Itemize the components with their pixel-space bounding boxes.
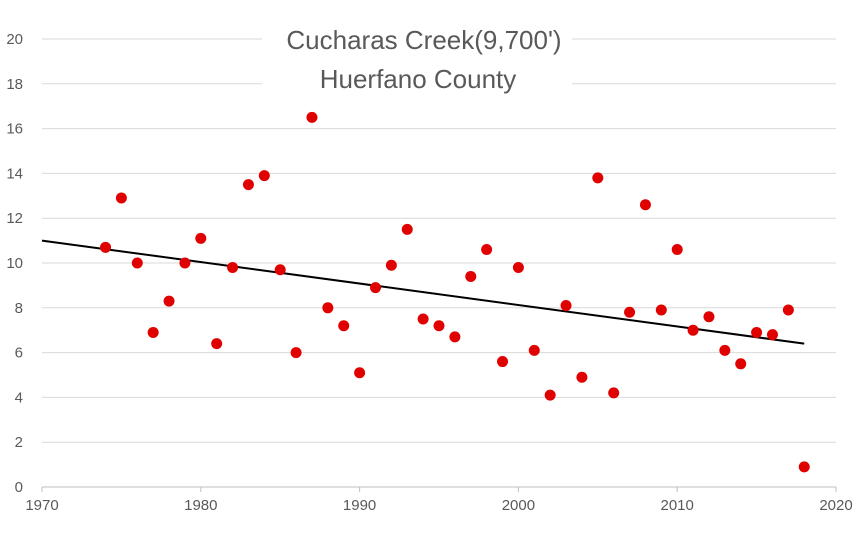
data-point xyxy=(544,389,556,401)
data-point xyxy=(147,326,159,338)
data-point xyxy=(687,324,699,336)
y-tick-label: 2 xyxy=(15,434,23,451)
data-point xyxy=(385,259,397,271)
data-point xyxy=(401,223,413,235)
data-point xyxy=(449,331,461,343)
data-point xyxy=(624,306,636,318)
data-point xyxy=(782,304,794,316)
data-point xyxy=(512,261,524,273)
x-tick-label: 1980 xyxy=(184,497,217,514)
data-point xyxy=(671,244,683,256)
data-point xyxy=(179,257,191,269)
y-tick-label: 20 xyxy=(6,31,23,48)
y-tick-label: 18 xyxy=(6,76,23,93)
data-point xyxy=(592,172,604,184)
data-point xyxy=(798,461,810,473)
data-point xyxy=(163,295,175,307)
data-point xyxy=(560,300,572,312)
trendline xyxy=(41,239,805,345)
data-point xyxy=(703,311,715,323)
x-tick-label: 2020 xyxy=(819,497,852,514)
y-tick-label: 8 xyxy=(15,300,23,317)
data-point xyxy=(528,344,540,356)
x-tick-label: 1990 xyxy=(343,497,376,514)
data-point xyxy=(274,264,286,276)
x-tick-label: 2010 xyxy=(661,497,694,514)
data-point xyxy=(369,282,381,294)
data-point xyxy=(497,356,509,368)
y-tick-label: 4 xyxy=(15,389,23,406)
data-point xyxy=(735,358,747,370)
data-point xyxy=(576,371,588,383)
data-point xyxy=(227,261,239,273)
data-point xyxy=(354,367,366,379)
y-tick-label: 6 xyxy=(15,345,23,362)
y-tick-label: 12 xyxy=(6,210,23,227)
chart-title: Cucharas Creek(9,700') xyxy=(286,25,561,55)
y-tick-label: 14 xyxy=(6,165,23,182)
data-point xyxy=(131,257,143,269)
data-point xyxy=(306,111,318,123)
chart-subtitle: Huerfano County xyxy=(320,64,517,94)
data-point xyxy=(655,304,667,316)
data-point xyxy=(322,302,334,314)
data-point xyxy=(465,270,477,282)
data-point xyxy=(100,241,112,253)
data-point xyxy=(766,329,778,341)
data-point xyxy=(481,244,493,256)
data-point xyxy=(719,344,731,356)
data-point xyxy=(258,170,270,182)
data-point xyxy=(242,179,254,191)
data-point xyxy=(751,326,763,338)
y-tick-label: 10 xyxy=(6,255,23,272)
y-tick-label: 16 xyxy=(6,121,23,138)
title-background xyxy=(262,18,572,100)
data-point xyxy=(338,320,350,332)
data-point xyxy=(417,313,429,325)
data-point xyxy=(211,338,223,350)
data-point xyxy=(290,347,302,359)
x-tick-label: 1970 xyxy=(25,497,58,514)
x-tick-label: 2000 xyxy=(502,497,535,514)
data-point xyxy=(608,387,620,399)
chart-title-group: Cucharas Creek(9,700') Huerfano County xyxy=(262,18,572,100)
data-point xyxy=(433,320,445,332)
data-points xyxy=(100,111,810,473)
axes: 0 2 4 6 8 10 12 14 16 18 20 1970 1980 1990 2000 2010 202… xyxy=(6,31,852,514)
data-point xyxy=(639,199,651,211)
data-point xyxy=(115,192,127,204)
y-tick-label: 0 xyxy=(15,479,23,496)
trendline-group xyxy=(41,239,805,345)
data-point xyxy=(195,232,207,244)
